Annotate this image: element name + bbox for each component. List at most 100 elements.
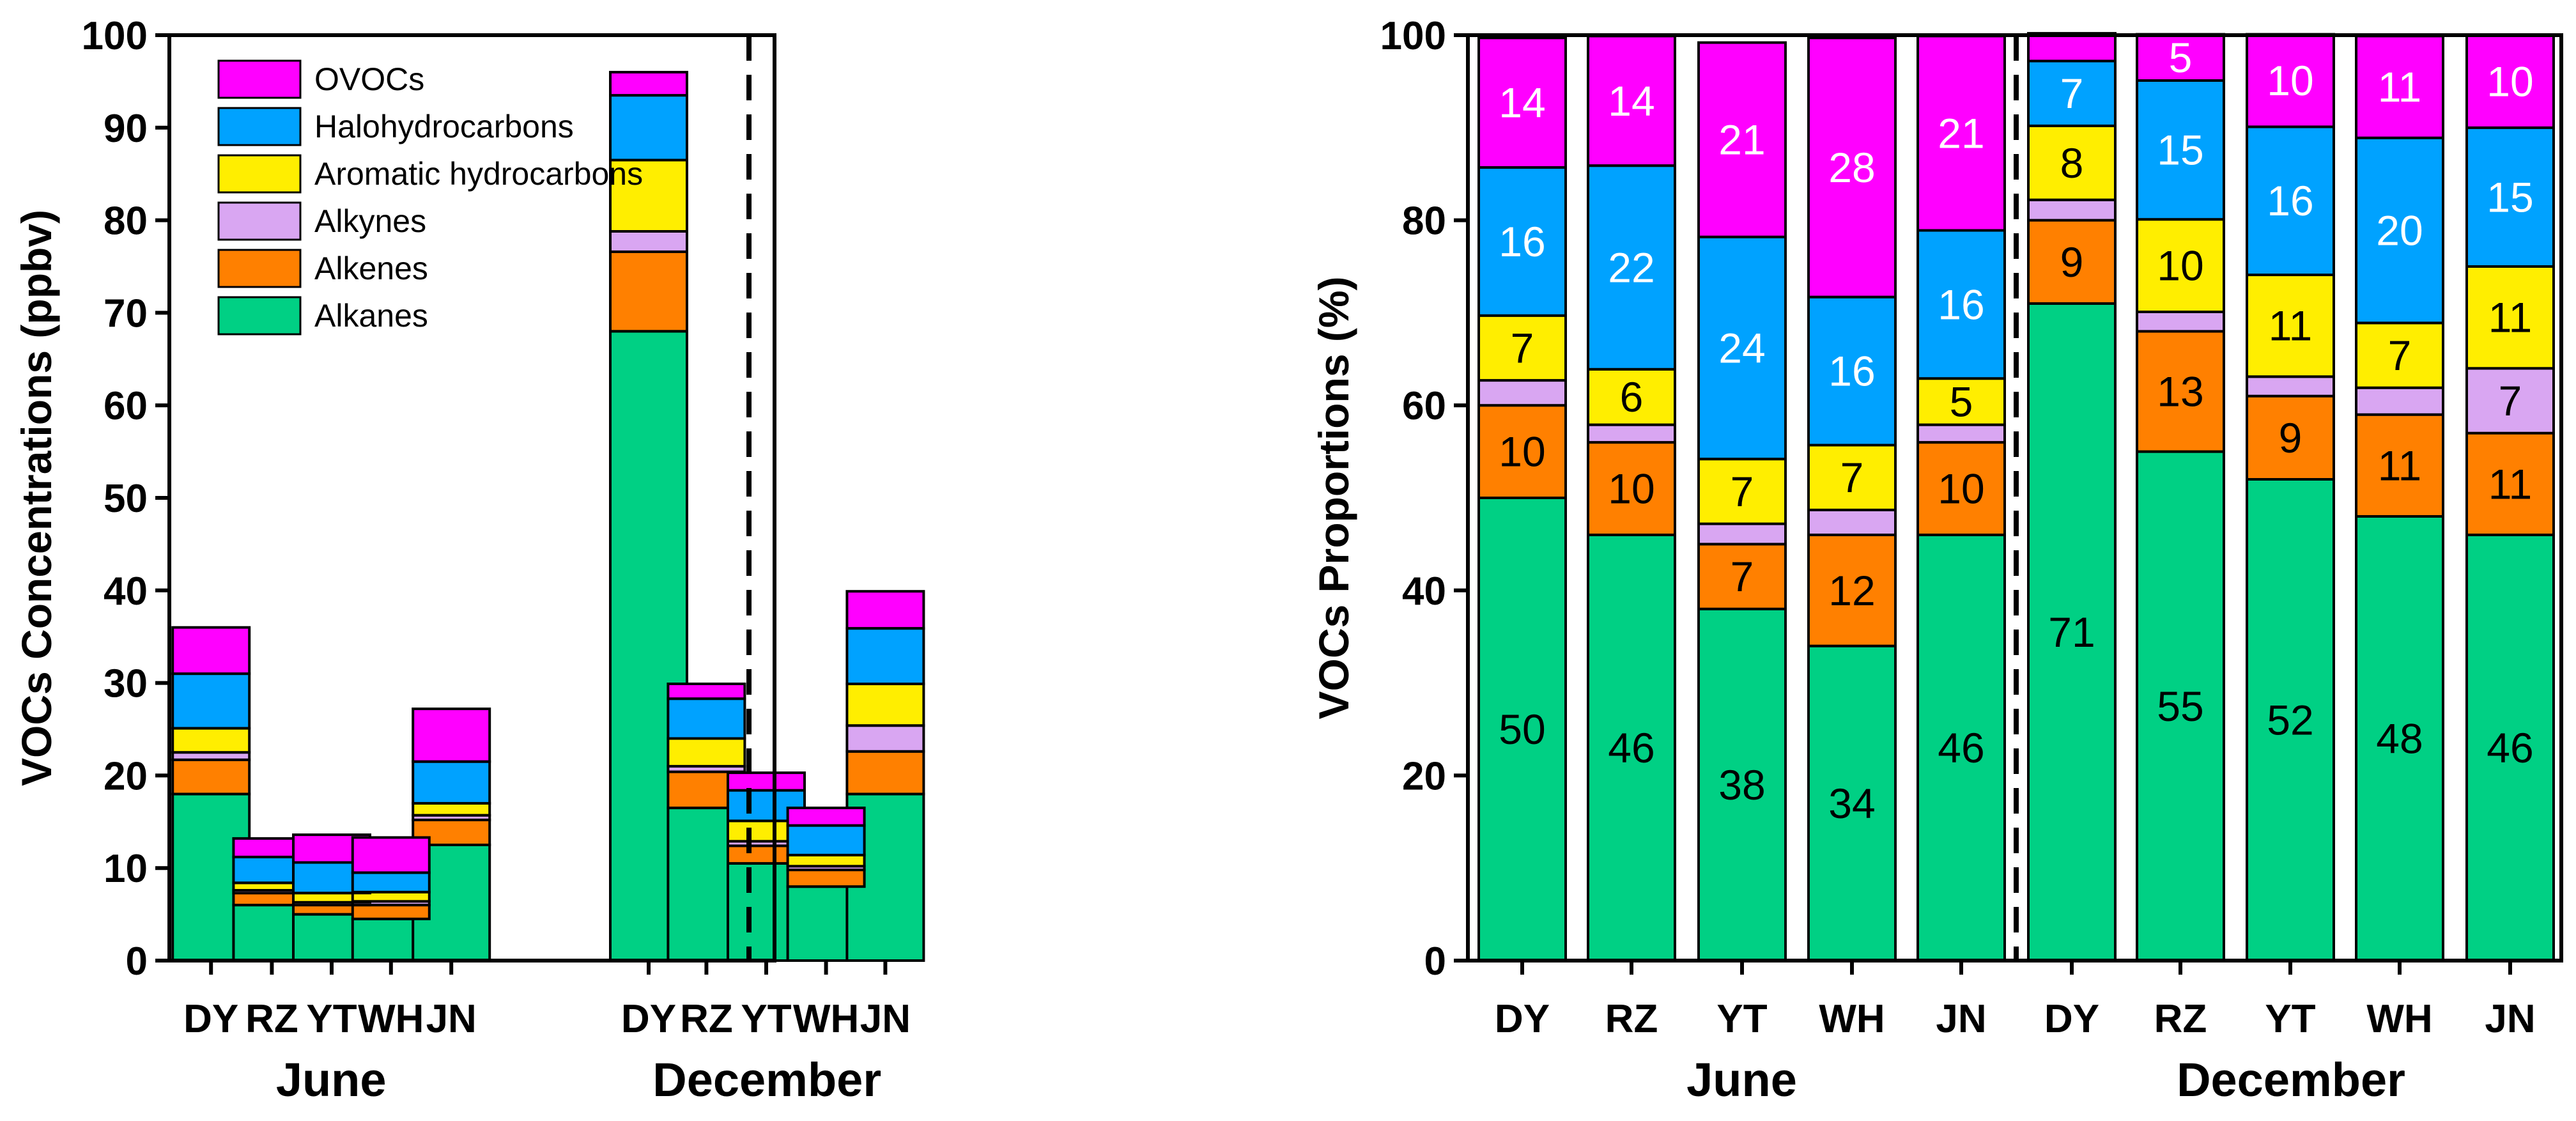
data-label: 71 bbox=[2048, 608, 2095, 656]
data-label: 46 bbox=[1608, 724, 1654, 771]
y-tick-label: 60 bbox=[1402, 384, 1446, 428]
data-label: 11 bbox=[2488, 294, 2533, 341]
legend-swatch bbox=[217, 249, 302, 288]
legend-label: Aromatic hydrocarbons bbox=[314, 156, 643, 192]
data-label: 14 bbox=[1499, 79, 1545, 127]
legend-label: Halohydrocarbons bbox=[314, 109, 574, 144]
bar-segment bbox=[845, 683, 925, 727]
x-tick-label: DY bbox=[621, 997, 676, 1041]
data-label: 12 bbox=[1828, 567, 1875, 614]
bar-segment bbox=[1697, 41, 1787, 238]
legend-label: OVOCs bbox=[314, 61, 424, 97]
bar-segment bbox=[845, 750, 925, 796]
data-label: 10 bbox=[1499, 428, 1545, 475]
data-label: 5 bbox=[1950, 378, 1973, 425]
bar-segment bbox=[1807, 644, 1897, 962]
x-tick-label: JN bbox=[2485, 997, 2535, 1041]
data-label: 6 bbox=[1620, 373, 1644, 421]
bar-segment bbox=[1697, 607, 1787, 962]
bar-segment bbox=[1587, 533, 1676, 962]
bar-segment bbox=[2355, 35, 2444, 139]
bar-segment bbox=[1477, 166, 1567, 317]
bar-segment bbox=[1477, 36, 1567, 169]
legend-swatch bbox=[217, 107, 302, 146]
bar-segment bbox=[1807, 444, 1897, 511]
bar-segment bbox=[412, 707, 491, 763]
bar-segment bbox=[1697, 235, 1787, 461]
bar-segment bbox=[786, 853, 866, 868]
data-label: 11 bbox=[2488, 460, 2533, 507]
x-tick-label: WH bbox=[793, 997, 859, 1041]
data-label: 10 bbox=[2487, 58, 2533, 105]
x-tick-label: DY bbox=[1495, 997, 1550, 1041]
bar-segment bbox=[412, 760, 491, 805]
bar-segment bbox=[1807, 36, 1897, 298]
series-alkenes: 10 10 7 12 10 9 13 9 11 11 bbox=[1477, 219, 2555, 647]
bar-segment bbox=[2355, 136, 2444, 325]
data-label: 7 bbox=[2499, 377, 2522, 424]
x-tick-label: WH bbox=[2366, 997, 2432, 1041]
bar-segment bbox=[609, 250, 688, 333]
x-tick-label: YT bbox=[1716, 997, 1767, 1041]
bar-segment bbox=[2136, 311, 2225, 333]
data-label: 48 bbox=[2376, 715, 2423, 762]
x-tick-label: RZ bbox=[245, 997, 298, 1041]
y-axis-label: VOCs Proportions (%) bbox=[1310, 276, 1357, 719]
bar-segment bbox=[2355, 321, 2444, 389]
x-tick-label: JN bbox=[860, 997, 911, 1041]
x-tick-label: RZ bbox=[1605, 997, 1658, 1041]
data-label: 16 bbox=[1499, 218, 1545, 265]
bar-segment bbox=[2136, 218, 2225, 314]
x-tick-label: RZ bbox=[680, 997, 733, 1041]
bar-segment bbox=[2027, 59, 2117, 127]
bar-segment bbox=[786, 807, 866, 827]
data-label: 11 bbox=[2269, 302, 2313, 350]
data-label: 10 bbox=[1938, 465, 1984, 513]
bar-segment bbox=[2027, 32, 2117, 63]
bar-segment bbox=[2465, 265, 2555, 370]
bar-segment bbox=[1917, 533, 2006, 962]
x-tick-label: JN bbox=[1936, 997, 1986, 1041]
bar-segment bbox=[1807, 533, 1897, 647]
data-label: 7 bbox=[2060, 70, 2084, 117]
data-label: 21 bbox=[1718, 116, 1765, 164]
x-tick-label: WH bbox=[358, 997, 424, 1041]
bar-segment bbox=[2136, 330, 2225, 453]
y-tick-label: 70 bbox=[104, 291, 148, 336]
data-label: 38 bbox=[1718, 761, 1765, 808]
bar-segment bbox=[667, 697, 746, 740]
bar-segment bbox=[1917, 441, 2006, 536]
data-label: 7 bbox=[1731, 468, 1754, 515]
bar-segment bbox=[845, 590, 925, 630]
data-label: 16 bbox=[1938, 281, 1984, 328]
data-label: 5 bbox=[2169, 34, 2193, 81]
bar-segment bbox=[2027, 124, 2117, 201]
bar-segment bbox=[786, 824, 866, 856]
series-halohydrocarbons bbox=[171, 94, 925, 895]
data-label: 10 bbox=[1608, 465, 1654, 513]
bar-segment bbox=[1697, 458, 1787, 525]
bar-segment bbox=[2355, 386, 2444, 416]
data-label: 24 bbox=[1718, 324, 1765, 371]
bar-segment bbox=[2246, 274, 2335, 378]
bar-segment bbox=[2027, 198, 2117, 222]
bar-segment bbox=[667, 737, 746, 768]
bar-segment bbox=[1477, 379, 1567, 407]
y-tick-label: 0 bbox=[1424, 939, 1446, 984]
data-label: 10 bbox=[2267, 57, 2313, 104]
bar-segment bbox=[786, 869, 866, 888]
bar-segment bbox=[171, 758, 251, 796]
y-axis-label: VOCs Concentrations (ppbv) bbox=[13, 210, 60, 786]
bar-segment bbox=[1807, 508, 1897, 536]
data-label: 15 bbox=[2487, 173, 2533, 220]
data-label: 7 bbox=[1731, 553, 1754, 600]
bar-segment bbox=[1697, 522, 1787, 546]
y-tick-label: 100 bbox=[82, 14, 148, 58]
bar-segment bbox=[2246, 375, 2335, 398]
data-label: 28 bbox=[1828, 144, 1875, 191]
series-alkynes: 7 bbox=[1477, 198, 2555, 546]
bar-segment bbox=[1917, 35, 2006, 232]
